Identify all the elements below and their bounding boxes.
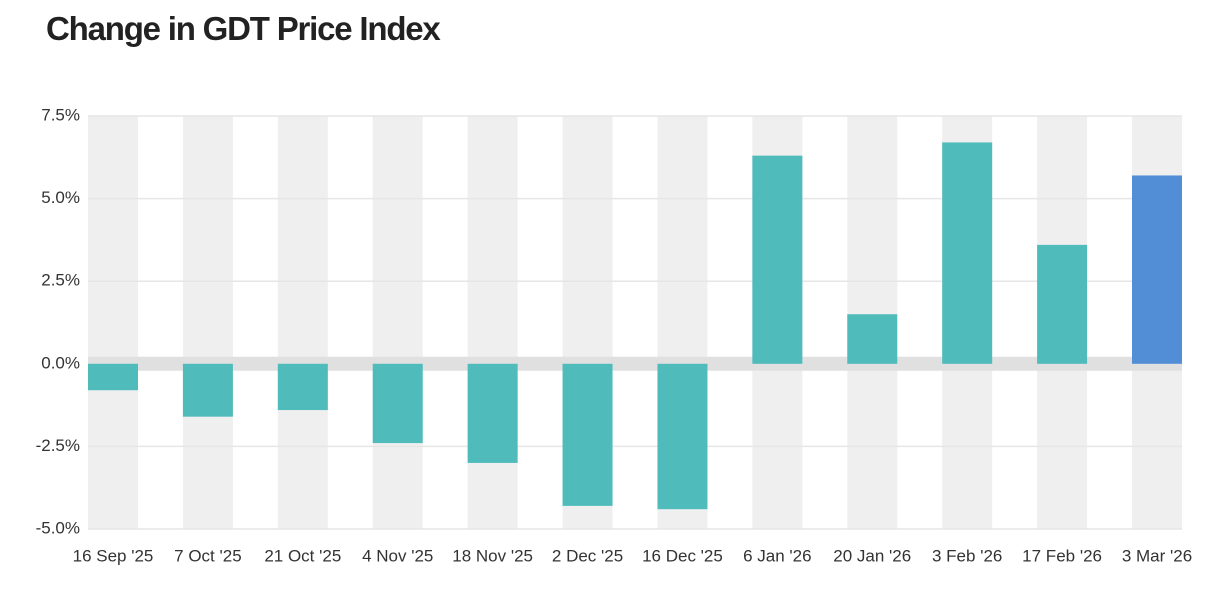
bar <box>562 363 613 506</box>
x-tick-label: 16 Sep '25 <box>73 546 154 565</box>
x-tick-label: 3 Feb '26 <box>932 546 1002 565</box>
chart-title: Change in GDT Price Index <box>46 10 441 47</box>
bar <box>1132 175 1182 364</box>
column-stripe <box>372 116 423 529</box>
y-tick-label: 5.0% <box>41 188 80 207</box>
bar <box>657 363 708 510</box>
x-tick-label: 17 Feb '26 <box>1022 546 1102 565</box>
bar <box>372 363 423 444</box>
x-tick-label: 20 Jan '26 <box>833 546 911 565</box>
column-stripe <box>88 116 138 529</box>
x-tick-label: 16 Dec '25 <box>642 546 723 565</box>
bar <box>847 314 898 364</box>
bar <box>467 363 518 463</box>
column-stripe <box>182 116 233 529</box>
y-tick-label: -5.0% <box>36 518 80 537</box>
bar <box>942 142 993 364</box>
y-tick-label: 7.5% <box>41 105 80 124</box>
y-tick-label: -2.5% <box>36 436 80 455</box>
y-tick-label: 0.0% <box>41 353 80 372</box>
bar <box>88 363 138 391</box>
x-tick-label: 4 Nov '25 <box>362 546 433 565</box>
x-tick-label: 7 Oct '25 <box>174 546 242 565</box>
x-tick-label: 21 Oct '25 <box>264 546 341 565</box>
y-tick-label: 2.5% <box>41 271 80 290</box>
bar <box>277 363 328 411</box>
column-stripe <box>277 116 328 529</box>
bar <box>182 363 233 417</box>
x-tick-label: 18 Nov '25 <box>452 546 533 565</box>
bar <box>752 155 803 364</box>
bar <box>1037 244 1088 364</box>
column-stripe <box>467 116 518 529</box>
x-tick-label: 6 Jan '26 <box>743 546 811 565</box>
x-tick-label: 3 Mar '26 <box>1122 546 1192 565</box>
x-tick-label: 2 Dec '25 <box>552 546 623 565</box>
